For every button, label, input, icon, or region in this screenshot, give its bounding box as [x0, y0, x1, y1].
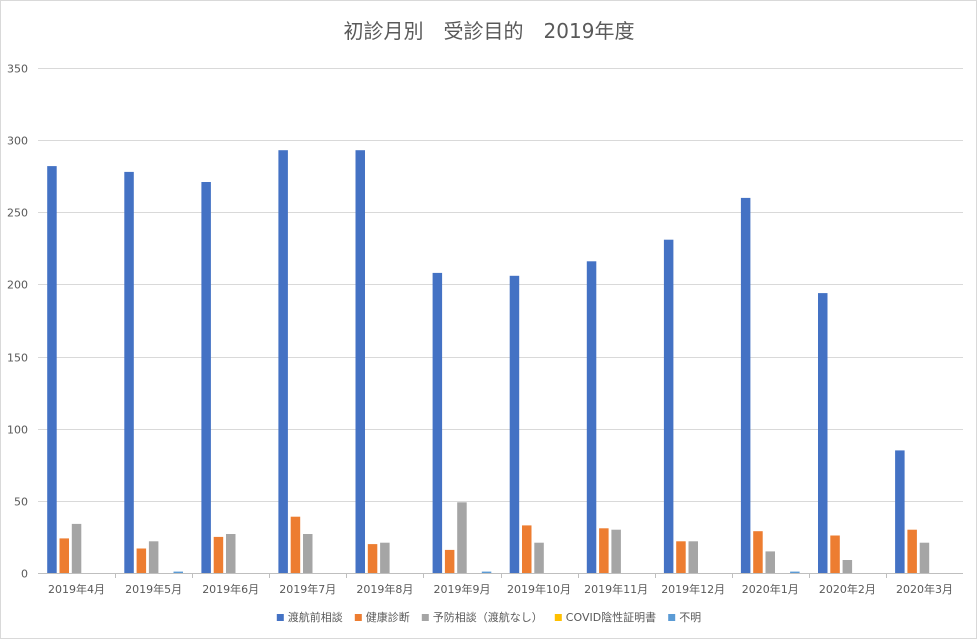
legend-swatch — [354, 614, 362, 621]
bar — [136, 548, 147, 573]
bar — [534, 542, 544, 573]
x-tick-label: 2019年6月 — [202, 582, 259, 596]
x-tick-label: 2019年5月 — [125, 582, 182, 596]
gridlines — [38, 68, 963, 574]
bar — [509, 275, 520, 573]
legend-swatch — [554, 614, 562, 621]
bar — [663, 239, 674, 573]
legend-label: 不明 — [679, 611, 701, 624]
bar — [765, 551, 775, 573]
legend-swatch — [276, 614, 284, 621]
bar — [47, 166, 57, 573]
bar — [688, 541, 698, 573]
legend-item: 不明 — [668, 611, 701, 624]
bar — [586, 261, 597, 573]
chart-title: 初診月別 受診目的 2019年度 — [344, 19, 635, 43]
bar — [290, 516, 301, 573]
bar — [124, 171, 134, 573]
bar — [355, 150, 365, 573]
legend-label: 渡航前相談 — [288, 610, 343, 624]
bar — [481, 571, 492, 573]
x-tick-label: 2019年12月 — [661, 582, 725, 596]
bar — [907, 529, 917, 573]
y-tick-label: 300 — [7, 135, 28, 148]
x-tick-label: 2019年7月 — [279, 582, 336, 596]
x-tick-label: 2019年9月 — [434, 582, 491, 596]
bar — [148, 541, 159, 573]
bar — [842, 560, 853, 573]
legend-label: 予防相談（渡航なし） — [433, 610, 543, 624]
y-axis-ticks: 0 50 100 150 200 250 300 350 — [7, 63, 28, 581]
y-tick-label: 100 — [7, 424, 28, 437]
bars — [47, 150, 930, 573]
y-tick-label: 0 — [21, 568, 28, 581]
legend-swatch — [421, 614, 429, 621]
bar — [226, 534, 236, 573]
x-axis-ticks: 2019年4月 2019年5月 2019年6月 2019年7月 2019年8月 2019年… — [48, 573, 953, 596]
bar — [59, 538, 69, 573]
bar — [367, 544, 378, 573]
y-tick-label: 50 — [14, 496, 28, 509]
bar — [599, 528, 609, 573]
x-tick-label: 2019年10月 — [507, 582, 571, 596]
x-tick-label: 2020年2月 — [819, 582, 876, 596]
x-tick-label: 2020年3月 — [896, 582, 953, 596]
legend-item: 健康診断 — [354, 610, 410, 624]
legend-item: COVID陰性証明書 — [554, 610, 656, 624]
bar — [818, 293, 828, 573]
bar — [444, 549, 455, 573]
x-tick-label: 2020年1月 — [742, 582, 799, 596]
bar — [790, 571, 800, 573]
bar — [457, 502, 467, 573]
bar — [71, 523, 82, 573]
bar — [611, 529, 621, 573]
bar — [895, 450, 905, 573]
bar — [380, 542, 390, 573]
bar — [830, 535, 840, 573]
x-tick-label: 2019年8月 — [356, 582, 413, 596]
legend: 渡航前相談 健康診断 予防相談（渡航なし） COVID陰性証明書 不明 — [276, 610, 701, 624]
bar — [522, 525, 532, 573]
legend-item: 予防相談（渡航なし） — [421, 610, 543, 624]
bar — [201, 182, 211, 573]
bar — [173, 571, 183, 573]
bar — [753, 531, 763, 573]
bar — [919, 542, 930, 573]
bar — [676, 541, 686, 573]
y-tick-label: 150 — [7, 352, 28, 365]
legend-label: COVID陰性証明書 — [566, 610, 656, 624]
bar — [303, 534, 313, 573]
bar — [278, 150, 288, 573]
y-tick-label: 350 — [7, 63, 28, 76]
bar — [432, 272, 443, 573]
y-tick-label: 250 — [7, 207, 28, 220]
x-tick-label: 2019年11月 — [584, 582, 648, 596]
legend-label: 健康診断 — [366, 610, 410, 624]
y-tick-label: 200 — [7, 279, 28, 292]
x-tick-label: 2019年4月 — [48, 582, 105, 596]
legend-swatch — [668, 614, 676, 621]
bar — [213, 536, 224, 573]
bar — [740, 197, 751, 573]
legend-item: 渡航前相談 — [276, 610, 343, 624]
